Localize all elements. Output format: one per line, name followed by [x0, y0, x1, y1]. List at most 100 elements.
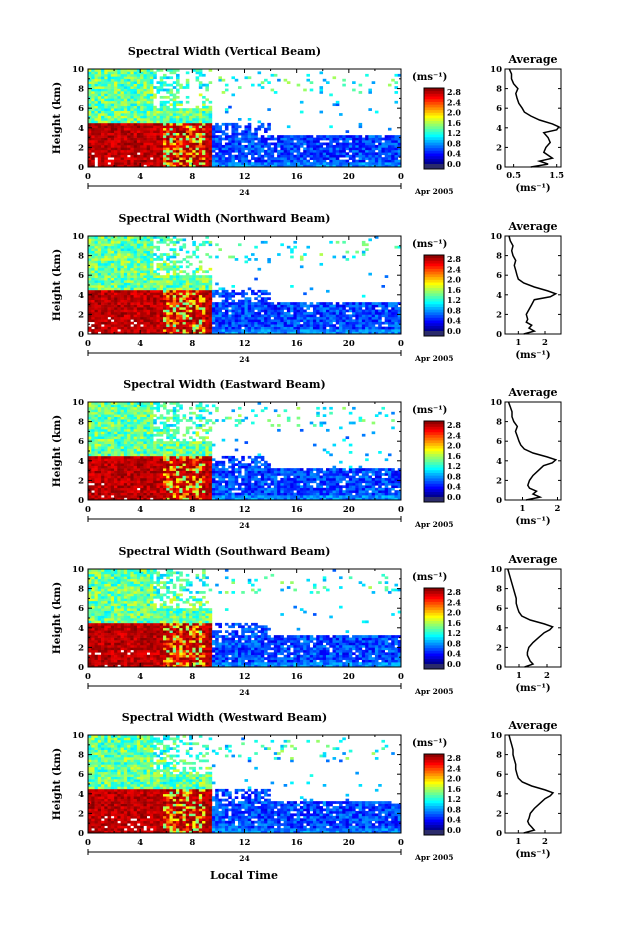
avg-x-tick-label: 2: [542, 837, 548, 847]
avg-y-tick-label: 6: [496, 271, 502, 281]
y-tick-label: 8: [78, 585, 84, 595]
x-tick-label: 0: [85, 172, 91, 182]
colorbar-tick-label: 1.6: [447, 784, 461, 794]
y-axis-label: Height (km): [51, 415, 63, 487]
colorbar-unit: (ms⁻¹): [412, 738, 447, 749]
colorbar-tick-label: 0.4: [447, 149, 461, 159]
colorbar-tick-label: 0.4: [447, 316, 461, 326]
colorbar-tick-label: 2.8: [447, 254, 461, 264]
x-tick-label: 0: [398, 505, 404, 515]
x-tick-label: 16: [291, 505, 303, 515]
colorbar-tick-label: 0.4: [447, 482, 461, 492]
colorbar-tick-label: 0.8: [447, 305, 461, 315]
y-tick-label: 4: [78, 624, 84, 634]
x-tick-label: 0: [398, 172, 404, 182]
colorbar-frame: [423, 587, 445, 670]
avg-y-tick-label: 4: [496, 457, 502, 467]
y-tick-label: 8: [78, 751, 84, 761]
average-title: Average: [507, 220, 557, 233]
avg-x-label: (ms⁻¹): [515, 683, 550, 694]
average-line: [508, 68, 560, 168]
colorbar: [423, 753, 445, 836]
avg-y-tick-label: 10: [490, 398, 502, 408]
x-tick-label: 12: [239, 339, 251, 349]
average-title: Average: [507, 719, 557, 732]
colorbar-tick-label: 0.0: [447, 825, 461, 835]
date-label: Apr 2005: [414, 187, 454, 196]
y-tick-label: 10: [72, 398, 84, 408]
x-tick-label: 4: [137, 838, 143, 848]
avg-y-tick-label: 10: [490, 65, 502, 75]
average-title: Average: [507, 553, 557, 566]
y-tick-label: 4: [78, 457, 84, 467]
day-label: 24: [239, 688, 249, 697]
colorbar-tick-label: 2.4: [447, 430, 461, 440]
avg-y-tick-label: 2: [496, 643, 502, 653]
x-tick-label: 12: [239, 838, 251, 848]
colorbar-tick-label: 0.8: [447, 804, 461, 814]
x-tick-label: 20: [343, 172, 355, 182]
avg-x-tick-label: 1.5: [549, 171, 564, 181]
panel-3: Spectral Width (Eastward Beam) 0 2 4 6 8 10 Hei…: [51, 378, 562, 530]
colorbar-tick-label: 2.0: [447, 275, 461, 285]
y-tick-label: 8: [78, 85, 84, 95]
x-tick-label: 8: [189, 172, 195, 182]
x-tick-label: 8: [189, 672, 195, 682]
colorbar-tick-label: 1.6: [447, 618, 461, 628]
colorbar-tick-label: 2.0: [447, 774, 461, 784]
x-tick-label: 12: [239, 672, 251, 682]
x-tick-label: 16: [291, 172, 303, 182]
colorbar-tick-label: 2.8: [447, 753, 461, 763]
y-tick-label: 0: [78, 163, 84, 173]
y-tick-label: 10: [72, 65, 84, 75]
x-tick-label: 0: [398, 672, 404, 682]
panel-title: Spectral Width (Eastward Beam): [123, 378, 325, 391]
day-label: 24: [239, 188, 249, 197]
avg-y-tick-label: 4: [496, 790, 502, 800]
avg-y-tick-label: 8: [496, 751, 502, 761]
colorbar-tick-label: 2.4: [447, 597, 461, 607]
x-tick-label: 16: [291, 672, 303, 682]
y-tick-label: 2: [78, 643, 84, 653]
y-tick-label: 8: [78, 418, 84, 428]
x-tick-label: 0: [85, 838, 91, 848]
colorbar-tick-label: 2.0: [447, 108, 461, 118]
x-tick-label: 8: [189, 838, 195, 848]
avg-y-tick-label: 10: [490, 232, 502, 242]
x-tick-label: 16: [291, 339, 303, 349]
avg-y-tick-label: 8: [496, 418, 502, 428]
y-tick-label: 6: [78, 437, 84, 447]
colorbar-tick-label: 0.0: [447, 492, 461, 502]
colorbar-frame: [423, 87, 445, 170]
x-tick-label: 0: [398, 339, 404, 349]
y-tick-label: 4: [78, 790, 84, 800]
y-tick-label: 0: [78, 829, 84, 839]
avg-y-tick-label: 6: [496, 437, 502, 447]
avg-y-tick-label: 8: [496, 252, 502, 262]
avg-x-tick-label: 2: [542, 338, 548, 348]
avg-x-tick-label: 2: [555, 504, 561, 514]
y-tick-label: 2: [78, 143, 84, 153]
colorbar-unit: (ms⁻¹): [412, 72, 447, 83]
panel-1: Spectral Width (Vertical Beam)0246810Hei…: [51, 45, 564, 197]
average-line: [507, 401, 558, 501]
avg-y-tick-label: 6: [496, 604, 502, 614]
colorbar-frame: [423, 254, 445, 337]
colorbar-under: [424, 664, 444, 669]
colorbar-tick-label: 0.4: [447, 649, 461, 659]
avg-y-tick-label: 4: [496, 291, 502, 301]
heatmap-cells: [88, 402, 402, 501]
heatmap-cells: [88, 69, 402, 168]
avg-x-label: (ms⁻¹): [515, 183, 550, 194]
y-axis-label: Height (km): [51, 748, 63, 820]
avg-x-label: (ms⁻¹): [515, 350, 550, 361]
y-axis-label: Height (km): [51, 582, 63, 654]
colorbar-tick-label: 0.0: [447, 659, 461, 669]
y-tick-label: 0: [78, 663, 84, 673]
avg-y-tick-label: 2: [496, 310, 502, 320]
avg-x-tick-label: 1: [516, 671, 522, 681]
colorbar-unit: (ms⁻¹): [412, 405, 447, 416]
x-tick-label: 12: [239, 505, 251, 515]
date-label: Apr 2005: [414, 520, 454, 529]
